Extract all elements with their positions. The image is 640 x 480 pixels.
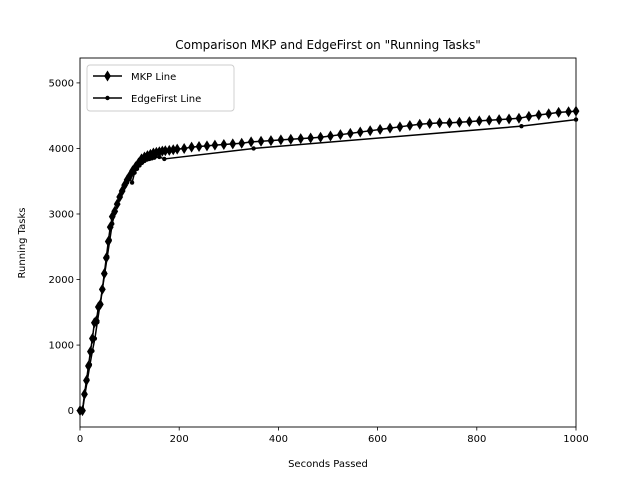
data-point bbox=[495, 114, 503, 126]
data-point bbox=[162, 156, 167, 162]
data-point bbox=[327, 130, 334, 142]
y-tick-label: 5000 bbox=[49, 78, 74, 89]
chart-title: Comparison MKP and EdgeFirst on "Running… bbox=[175, 38, 481, 52]
data-point bbox=[229, 138, 237, 150]
data-point bbox=[535, 109, 543, 121]
data-point bbox=[238, 137, 246, 149]
data-point bbox=[317, 131, 324, 143]
data-point bbox=[416, 118, 424, 130]
data-point bbox=[161, 145, 169, 157]
data-point bbox=[104, 236, 112, 248]
data-point bbox=[446, 117, 453, 129]
legend-label: MKP Line bbox=[131, 72, 176, 83]
x-tick-label: 400 bbox=[269, 434, 288, 445]
data-point bbox=[195, 140, 203, 152]
data-point bbox=[366, 125, 374, 137]
data-point bbox=[525, 110, 533, 122]
data-point bbox=[247, 136, 255, 148]
y-tick-label: 0 bbox=[68, 406, 74, 417]
data-point bbox=[287, 133, 295, 145]
x-tick-label: 800 bbox=[467, 434, 486, 445]
data-point bbox=[436, 117, 444, 129]
data-point bbox=[356, 126, 364, 138]
data-point bbox=[111, 205, 119, 217]
data-point bbox=[515, 112, 523, 124]
data-point bbox=[87, 346, 94, 358]
data-point bbox=[465, 116, 473, 128]
data-point bbox=[519, 123, 524, 129]
y-axis-label: Running Tasks bbox=[17, 208, 28, 279]
data-point bbox=[180, 142, 188, 154]
data-point bbox=[96, 298, 104, 310]
data-point bbox=[396, 121, 404, 133]
legend-label: EdgeFirst Line bbox=[131, 94, 201, 105]
series-mkp bbox=[76, 105, 580, 417]
data-point bbox=[106, 221, 114, 233]
x-tick-label: 200 bbox=[170, 434, 189, 445]
data-point bbox=[555, 106, 563, 118]
data-point bbox=[406, 120, 414, 132]
x-axis-label: Seconds Passed bbox=[288, 459, 368, 470]
data-point bbox=[100, 268, 108, 280]
legend: MKP Line EdgeFirst Line bbox=[86, 64, 235, 112]
data-point bbox=[456, 116, 463, 128]
data-point bbox=[113, 198, 121, 210]
data-point bbox=[346, 127, 354, 139]
data-point bbox=[220, 139, 228, 151]
x-tick-label: 0 bbox=[77, 434, 83, 445]
data-point bbox=[386, 122, 394, 134]
data-point bbox=[426, 118, 434, 130]
y-tick-label: 1000 bbox=[49, 341, 74, 352]
data-point bbox=[251, 146, 256, 151]
data-point bbox=[376, 123, 384, 135]
y-tick-label: 4000 bbox=[49, 144, 74, 155]
data-point bbox=[81, 388, 88, 400]
data-point bbox=[505, 113, 513, 125]
data-point bbox=[307, 132, 315, 144]
data-point bbox=[485, 114, 493, 126]
data-point bbox=[203, 140, 211, 152]
legend-entry: EdgeFirst Line bbox=[93, 94, 201, 105]
y-tick-label: 2000 bbox=[49, 275, 74, 286]
x-axis: 0 200 400 600 800 1000 bbox=[77, 427, 589, 445]
legend-entry: MKP Line bbox=[93, 70, 176, 83]
data-point bbox=[88, 333, 96, 345]
legend-marker bbox=[105, 95, 110, 101]
data-point bbox=[129, 180, 135, 185]
data-point bbox=[165, 144, 173, 156]
legend-box bbox=[86, 64, 235, 112]
y-axis: 0 1000 2000 3000 4000 5000 bbox=[49, 78, 80, 417]
data-point bbox=[92, 315, 100, 327]
data-point bbox=[297, 133, 305, 145]
data-point bbox=[545, 108, 553, 120]
x-tick-label: 1000 bbox=[563, 434, 588, 445]
data-point bbox=[267, 135, 275, 147]
x-tick-label: 600 bbox=[368, 434, 387, 445]
plot-frame bbox=[79, 57, 577, 428]
data-point bbox=[257, 135, 265, 147]
data-point bbox=[169, 144, 177, 156]
y-tick-label: 3000 bbox=[49, 209, 74, 220]
data-point bbox=[85, 360, 92, 372]
data-point bbox=[188, 141, 196, 153]
data-point bbox=[336, 129, 344, 141]
data-point bbox=[83, 374, 90, 386]
legend-marker bbox=[104, 70, 111, 82]
data-point bbox=[79, 405, 86, 417]
data-point bbox=[475, 115, 483, 127]
series-layer bbox=[76, 105, 580, 417]
data-point bbox=[277, 134, 285, 146]
data-point bbox=[565, 106, 572, 118]
data-point bbox=[98, 283, 106, 295]
data-point bbox=[211, 139, 219, 151]
data-point bbox=[173, 143, 181, 155]
data-point bbox=[102, 252, 110, 264]
